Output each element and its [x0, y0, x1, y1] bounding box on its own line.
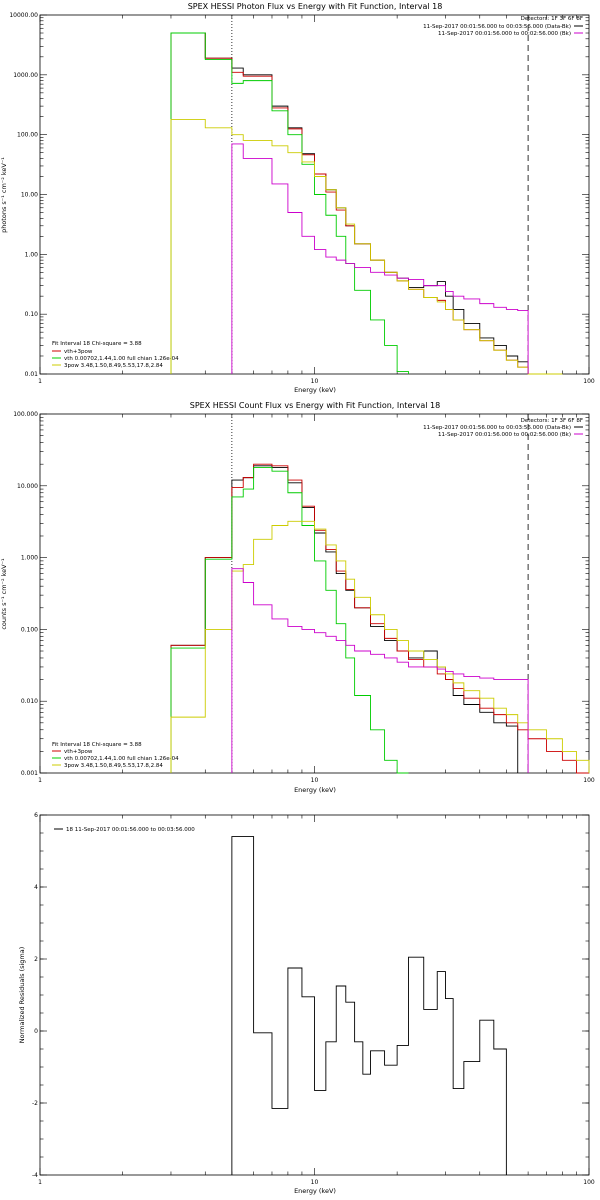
legend-entry: vth+3pow [64, 749, 93, 755]
series-vth [170, 32, 409, 374]
header-block: Detectors: 1F 3F 6F 8F 11-Sep-2017 00:01… [423, 16, 583, 37]
series-bk [231, 143, 529, 374]
y-tick-label: 0.010 [21, 698, 38, 705]
header-line: 11-Sep-2017 00:01:56.000 to 00:03:56.000… [423, 425, 571, 431]
y-tick-label: 1.000 [21, 555, 38, 562]
residuals-panel: Energy (keV) Normalized Residuals (sigma… [18, 812, 595, 1195]
header-block: Detectors: 1F 3F 6F 8F 11-Sep-2017 00:01… [423, 418, 583, 438]
y-tick-label: 100.00 [17, 132, 38, 139]
y-tick-label: 100.000 [13, 411, 38, 418]
legend-entry: vth 0.00702,1.44,1.00 full chian 1.26e-0… [64, 756, 179, 762]
legend-entry: 3pow 3.48,1.50,8.49,5.53,17.8,2.84 [64, 363, 163, 369]
x-tick-label: 100 [583, 378, 595, 385]
x-axis-label: Energy (keV) [294, 386, 336, 394]
x-axis-label: Energy (keV) [294, 1187, 336, 1195]
x-tick-label: 10 [311, 1179, 319, 1186]
y-tick-label: 0.10 [25, 311, 39, 318]
panel-title: SPEX HESSI Photon Flux vs Energy with Fi… [188, 2, 443, 11]
x-axis-label: Energy (keV) [294, 786, 336, 794]
legend-entry: vth 0.00702,1.44,1.00 full chian 1.26e-0… [64, 356, 179, 362]
legend: Fit Interval 18 Chi-square = 3.88 vth+3p… [52, 341, 179, 369]
y-tick-label: 0.01 [25, 371, 39, 378]
legend: 18 11-Sep-2017 00:01:56.000 to 00:03:56.… [66, 827, 195, 833]
x-tick-label: 100 [583, 1179, 595, 1186]
series-3pow [170, 520, 590, 773]
y-tick-label: 4 [34, 884, 38, 891]
y-tick-label: 10.00 [21, 192, 38, 199]
legend-entry: vth+3pow [64, 349, 93, 355]
header-line: Detectors: 1F 3F 6F 8F [521, 418, 583, 424]
legend: Fit Interval 18 Chi-square = 3.88 vth+3p… [52, 742, 179, 769]
y-tick-label: 6 [34, 812, 38, 819]
y-axis-label: Normalized Residuals (sigma) [18, 947, 26, 1044]
legend-entry: 18 11-Sep-2017 00:01:56.000 to 00:03:56.… [66, 827, 195, 833]
legend-entry: 3pow 3.48,1.50,8.49,5.53,17.8,2.84 [64, 763, 163, 769]
y-axis-label: photons s⁻¹ cm⁻² keV⁻¹ [0, 157, 8, 233]
y-tick-label: -2 [32, 1100, 38, 1107]
x-tick-label: 100 [583, 777, 595, 784]
series-bk [231, 568, 529, 773]
y-tick-label: 0 [34, 1028, 38, 1035]
photon-flux-panel: SPEX HESSI Photon Flux vs Energy with Fi… [0, 2, 595, 394]
fit-label: Fit Interval 18 Chi-square = 3.88 [52, 341, 142, 347]
panel-title: SPEX HESSI Count Flux vs Energy with Fit… [190, 401, 441, 410]
y-tick-label: 0.001 [21, 770, 38, 777]
y-tick-label: 1000.00 [13, 72, 38, 79]
series-3pow [170, 118, 563, 375]
y-tick-label: 10.000 [17, 483, 38, 490]
x-tick-label: 1 [38, 777, 42, 784]
fit-label: Fit Interval 18 Chi-square = 3.88 [52, 742, 142, 748]
y-tick-label: 10000.00 [9, 12, 38, 19]
x-tick-label: 10 [311, 777, 319, 784]
y-tick-label: -4 [32, 1172, 38, 1179]
x-tick-label: 10 [311, 378, 319, 385]
series-18 [231, 836, 507, 1175]
x-tick-label: 1 [38, 378, 42, 385]
x-tick-label: 1 [38, 1179, 42, 1186]
header-line: 11-Sep-2017 00:01:56.000 to 00:02:56.000… [438, 31, 571, 37]
header-line: 11-Sep-2017 00:01:56.000 to 00:03:56.000… [423, 24, 571, 30]
header-line: 11-Sep-2017 00:01:56.000 to 00:02:56.000… [438, 432, 571, 438]
y-tick-label: 1.00 [25, 251, 39, 258]
count-flux-panel: SPEX HESSI Count Flux vs Energy with Fit… [0, 401, 595, 794]
y-tick-label: 2 [34, 956, 38, 963]
header-line: Detectors: 1F 3F 6F 8F [521, 16, 583, 22]
y-tick-label: 0.100 [21, 626, 38, 633]
y-axis-label: counts s⁻¹ cm⁻² keV⁻¹ [0, 558, 8, 630]
